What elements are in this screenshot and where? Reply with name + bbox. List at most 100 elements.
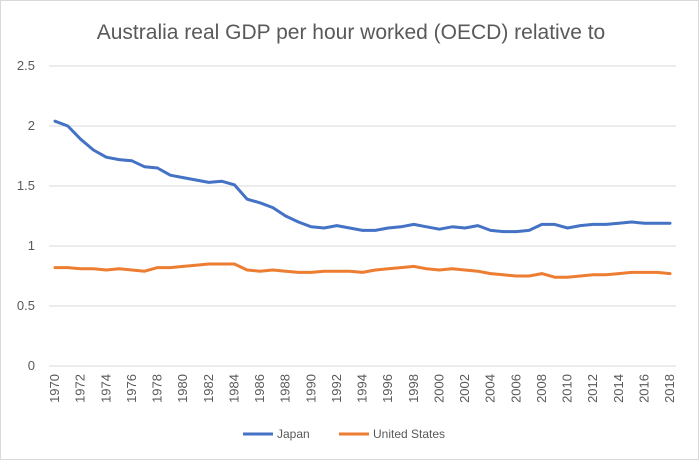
data-point <box>348 270 351 273</box>
data-point <box>245 268 249 272</box>
data-point <box>335 270 339 273</box>
data-point <box>181 176 185 179</box>
x-tick-label: 2016 <box>636 374 651 403</box>
y-tick-label: 0.5 <box>17 298 35 313</box>
data-point <box>604 223 608 226</box>
data-point <box>386 267 390 270</box>
data-point <box>322 270 326 273</box>
x-tick-label: 1980 <box>175 374 190 403</box>
data-point <box>258 270 262 273</box>
data-point <box>450 267 454 270</box>
data-point <box>425 225 428 228</box>
data-point <box>271 206 275 209</box>
data-point <box>604 273 608 276</box>
data-point <box>527 274 531 278</box>
data-point <box>476 270 480 273</box>
data-point <box>399 266 403 269</box>
data-point <box>386 226 390 230</box>
data-point <box>169 266 172 269</box>
data-point <box>361 229 364 232</box>
x-tick-label: 2000 <box>431 374 446 403</box>
data-point <box>66 266 70 269</box>
data-point <box>643 271 646 274</box>
y-tick-label: 2 <box>28 118 35 133</box>
data-point <box>668 272 672 275</box>
data-point <box>668 222 672 225</box>
data-point <box>579 224 582 227</box>
x-tick-label: 1984 <box>226 374 241 403</box>
data-point <box>310 225 313 228</box>
legend-label: United States <box>373 427 445 441</box>
data-point <box>566 276 569 279</box>
y-tick-label: 1.5 <box>17 178 35 193</box>
data-point <box>515 274 518 278</box>
data-point <box>591 223 595 226</box>
data-point <box>540 272 544 275</box>
x-tick-label: 2002 <box>457 374 472 403</box>
data-point <box>220 262 223 266</box>
gridlines <box>49 65 676 367</box>
data-point <box>271 268 275 272</box>
data-point <box>143 270 146 273</box>
data-point <box>643 222 646 225</box>
data-point <box>130 159 134 162</box>
data-point <box>438 268 441 272</box>
y-axis: 0 0.5 1 1.5 2 2.5 <box>17 58 35 373</box>
data-point <box>489 229 492 232</box>
data-point <box>553 276 556 279</box>
data-point <box>258 201 262 204</box>
data-point <box>591 273 595 276</box>
x-tick-label: 1974 <box>98 374 113 403</box>
legend-label: Japan <box>277 427 310 441</box>
x-tick-label: 1992 <box>329 374 344 403</box>
data-point <box>284 270 287 273</box>
x-tick-label: 1998 <box>406 374 421 403</box>
data-point <box>92 267 95 270</box>
data-point <box>322 226 326 230</box>
x-tick-label: 2004 <box>483 374 498 403</box>
data-point <box>438 228 441 231</box>
data-point <box>297 271 300 274</box>
data-point <box>553 223 556 226</box>
data-point <box>53 266 57 269</box>
x-tick-label: 1994 <box>355 374 370 403</box>
data-point <box>463 226 467 230</box>
data-point <box>502 230 505 233</box>
data-point <box>655 271 659 274</box>
data-point <box>489 272 492 275</box>
data-point <box>450 225 454 228</box>
x-tick-label: 2006 <box>508 374 523 403</box>
x-tick-label: 1990 <box>303 374 318 403</box>
x-tick-label: 1988 <box>278 374 293 403</box>
y-tick-label: 2.5 <box>17 58 35 73</box>
x-axis: 1970 1972 1974 1976 1978 1980 1982 1984 1986 1988… <box>47 374 677 403</box>
data-point <box>502 273 505 276</box>
x-tick-label: 2010 <box>560 374 575 403</box>
x-tick-label: 1996 <box>380 374 395 403</box>
x-tick-label: 1970 <box>47 374 62 403</box>
data-point <box>143 165 146 168</box>
data-point <box>53 120 57 123</box>
data-point <box>207 262 210 266</box>
data-point <box>335 224 339 227</box>
y-tick-label: 0 <box>28 358 35 373</box>
data-point <box>233 262 236 266</box>
x-tick-label: 1976 <box>124 374 139 403</box>
series-lines <box>53 119 672 279</box>
x-tick-label: 2018 <box>662 374 677 403</box>
data-point <box>310 271 313 274</box>
data-point <box>105 156 108 159</box>
data-point <box>220 180 223 183</box>
data-point <box>207 181 210 184</box>
data-point <box>66 124 70 128</box>
data-point <box>630 271 633 274</box>
data-point <box>617 222 620 225</box>
data-point <box>361 271 364 274</box>
data-point <box>412 265 415 268</box>
data-point <box>374 268 377 272</box>
data-point <box>399 225 403 228</box>
series-line-united-states <box>53 262 672 279</box>
data-point <box>79 138 82 141</box>
series-line-japan <box>53 119 672 234</box>
